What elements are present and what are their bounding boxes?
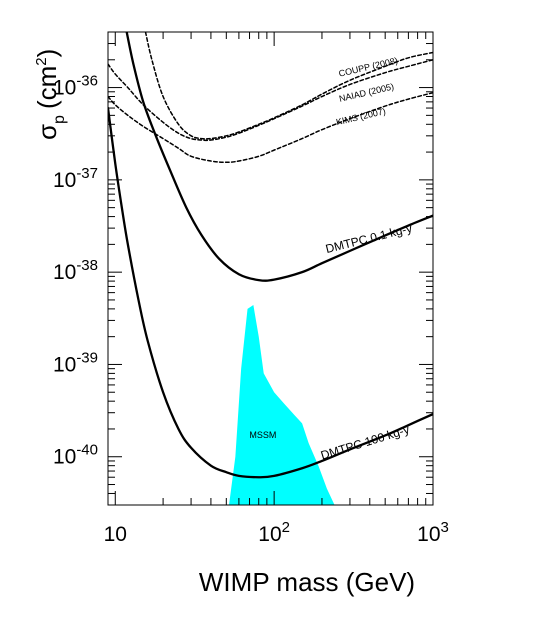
y-axis-title: σp (cm2): [32, 49, 68, 140]
y-axis-title-close: ): [32, 49, 62, 58]
x-tick-label-base: 10: [417, 523, 440, 546]
y-tick-label-base: 10: [53, 77, 76, 100]
y-axis-title-sub: p: [51, 115, 68, 124]
y-tick-label: 10-39: [53, 349, 98, 376]
y-tick-label-base: 10: [53, 353, 76, 376]
y-tick-label-exp: -39: [76, 349, 98, 366]
x-axis-title: WIMP mass (GeV): [199, 567, 415, 597]
plot-frame: [107, 31, 434, 506]
y-tick-label: 10-36: [53, 73, 98, 100]
y-tick-label-exp: -40: [76, 442, 98, 459]
annotation-mssm: MSSM: [249, 430, 276, 440]
y-tick-label-exp: -37: [76, 165, 98, 182]
x-tick-label: 10: [104, 523, 127, 546]
y-tick-label: 10-38: [53, 257, 98, 284]
y-tick-label-exp: -38: [76, 257, 98, 274]
y-axis-title-unit: (cm: [32, 66, 62, 109]
y-tick-label: 10-40: [53, 442, 98, 469]
y-axis-title-unit-exp: 2: [33, 57, 50, 65]
y-tick-label-base: 10: [53, 446, 76, 469]
region-mssm: [229, 305, 335, 505]
x-tick-label: 102: [258, 519, 290, 546]
y-tick-label: 10-37: [53, 165, 98, 192]
series-line-coupp-2008: [144, 32, 433, 140]
y-tick-label-base: 10: [53, 169, 76, 192]
series-layer: [108, 32, 433, 479]
region-layer: [229, 305, 335, 505]
y-tick-label-base: 10: [53, 261, 76, 284]
series-line-kims-2007: [108, 91, 433, 164]
x-tick-label: 103: [417, 519, 449, 546]
series-line-dmtpc-100-kg-y: [108, 106, 433, 479]
y-axis-title-main: σ: [32, 124, 62, 140]
x-tick-label-base: 10: [104, 523, 127, 546]
x-tick-label-base: 10: [258, 523, 281, 546]
series-line-naiad-2005: [108, 59, 433, 142]
x-tick-label-exp: 2: [282, 519, 290, 536]
x-tick-label-exp: 3: [441, 519, 449, 536]
y-tick-label-exp: -36: [76, 73, 98, 90]
series-line-dmtpc-0-1-kg-y: [125, 32, 433, 282]
